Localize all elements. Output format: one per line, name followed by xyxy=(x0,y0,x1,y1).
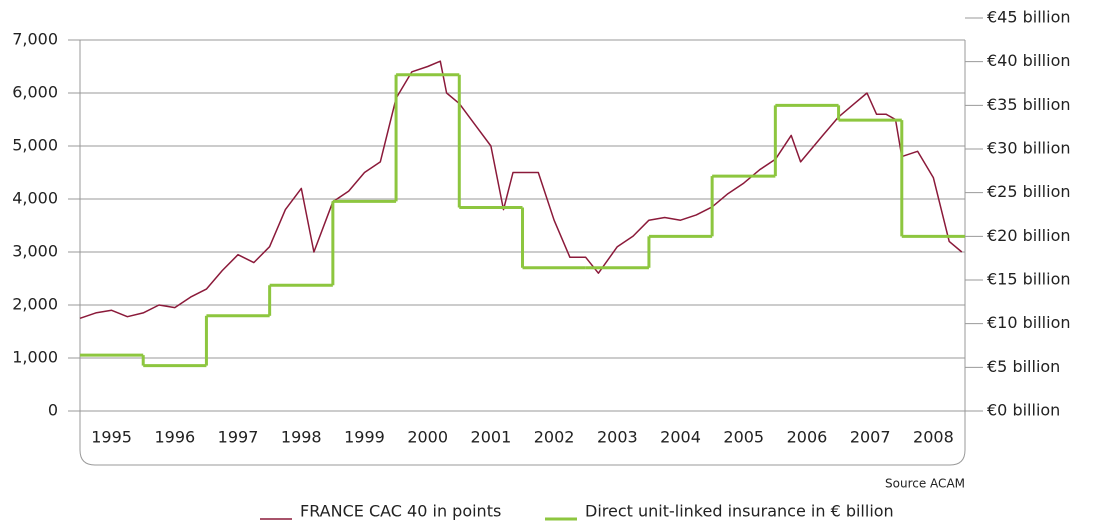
x-tick-label: 1999 xyxy=(344,428,385,447)
y2-tick-label: €40 billion xyxy=(987,51,1071,70)
y-tick-label: 1,000 xyxy=(12,348,58,367)
x-tick-label: 2001 xyxy=(471,428,512,447)
legend-label: FRANCE CAC 40 in points xyxy=(300,502,501,521)
x-tick-label: 1996 xyxy=(154,428,195,447)
x-tick-label: 1998 xyxy=(281,428,322,447)
y-tick-label: 2,000 xyxy=(12,295,58,314)
y-tick-label: 6,000 xyxy=(12,83,58,102)
y-tick-label: 0 xyxy=(48,401,58,420)
y2-tick-label: €25 billion xyxy=(987,182,1071,201)
y2-tick-label: €5 billion xyxy=(987,357,1060,376)
x-tick-label: 2007 xyxy=(850,428,891,447)
y-tick-label: 7,000 xyxy=(12,30,58,49)
cac-line xyxy=(79,60,963,320)
x-tick-label: 1997 xyxy=(218,428,259,447)
plot-frame xyxy=(79,40,966,466)
y2-tick-label: €30 billion xyxy=(987,139,1071,158)
x-tick-label: 2005 xyxy=(723,428,764,447)
x-tick-label: 2000 xyxy=(407,428,448,447)
y2-tick-label: €20 billion xyxy=(987,226,1071,245)
legend-label: Direct unit-linked insurance in € billio… xyxy=(585,502,894,521)
y2-tick-label: €10 billion xyxy=(987,313,1071,332)
x-tick-label: 1995 xyxy=(91,428,132,447)
y2-tick-label: €35 billion xyxy=(987,95,1071,114)
x-tick-label: 2003 xyxy=(597,428,638,447)
y2-tick-label: €15 billion xyxy=(987,270,1071,289)
x-tick-label: 2006 xyxy=(787,428,828,447)
x-tick-label: 2002 xyxy=(534,428,575,447)
y2-tick-label: €0 billion xyxy=(987,401,1060,420)
y-tick-label: 3,000 xyxy=(12,242,58,261)
x-tick-label: 2004 xyxy=(660,428,701,447)
y-tick-label: 5,000 xyxy=(12,136,58,155)
x-tick-label: 2008 xyxy=(913,428,954,447)
source: Source ACAM xyxy=(885,477,965,491)
y-tick-label: 4,000 xyxy=(12,189,58,208)
y2-tick-label: €45 billion xyxy=(987,8,1071,27)
